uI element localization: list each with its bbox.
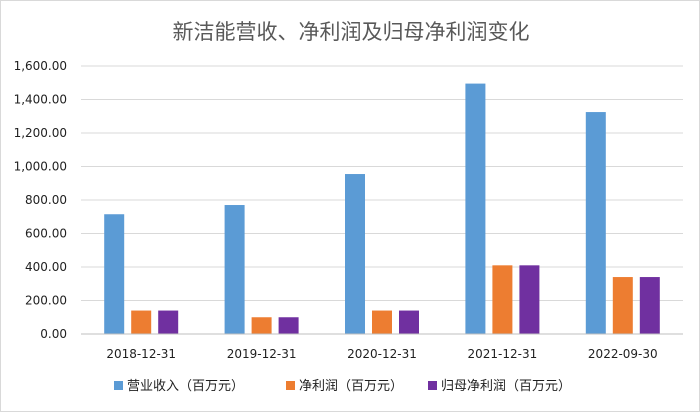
x-category-label: 2019-12-31 — [227, 347, 297, 361]
bar-series-2-2022-09-30 — [639, 277, 660, 334]
gridlines — [81, 65, 683, 301]
legend: 营业收入（百万元） 净利润（百万元） 归母净利润（百万元） — [114, 379, 571, 394]
bars — [104, 83, 660, 335]
y-tick-label: 400.00 — [25, 260, 67, 274]
bar-series-1-2022-09-30 — [612, 277, 633, 334]
legend-label-2: 归母净利润（百万元） — [441, 379, 571, 394]
chart-title: 新洁能营收、净利润及归母净利润变化 — [173, 20, 530, 44]
y-tick-label: 800.00 — [25, 193, 67, 207]
legend-swatch-1 — [286, 381, 295, 390]
bar-series-2-2018-12-31 — [158, 310, 179, 334]
x-category-label: 2020-12-31 — [347, 347, 417, 361]
y-axis-ticks: 0.00 200.00 400.00 600.00 800.00 1,000.00 1,20… — [14, 59, 67, 341]
bar-series-1-2018-12-31 — [131, 310, 152, 334]
legend-label-1: 净利润（百万元） — [299, 379, 403, 394]
y-tick-label: 1,400.00 — [14, 93, 67, 107]
bar-series-1-2020-12-31 — [372, 310, 392, 334]
bar-series-0-2020-12-31 — [345, 174, 365, 334]
bar-series-0-2019-12-31 — [224, 205, 245, 334]
x-category-label: 2021-12-31 — [468, 347, 538, 361]
y-tick-label: 1,600.00 — [14, 59, 67, 73]
y-tick-label: 1,000.00 — [14, 160, 67, 174]
x-axis-categories: 2018-12-31 2019-12-31 2020-12-31 2021-12-31… — [106, 347, 657, 361]
y-tick-label: 200.00 — [25, 294, 67, 308]
bar-series-1-2019-12-31 — [251, 317, 272, 334]
bar-series-2-2021-12-31 — [519, 265, 540, 334]
bar-series-1-2021-12-31 — [492, 265, 513, 334]
legend-label-0: 营业收入（百万元） — [127, 379, 244, 394]
y-tick-label: 600.00 — [25, 227, 67, 241]
legend-swatch-0 — [114, 381, 123, 390]
x-category-label: 2018-12-31 — [106, 347, 176, 361]
bar-series-0-2021-12-31 — [465, 83, 486, 335]
legend-swatch-2 — [428, 381, 437, 390]
bar-series-0-2018-12-31 — [104, 214, 125, 334]
y-tick-label: 1,200.00 — [14, 126, 67, 140]
y-tick-label: 0.00 — [40, 327, 67, 341]
bar-series-2-2019-12-31 — [278, 317, 299, 334]
x-category-label: 2022-09-30 — [588, 347, 658, 361]
bar-series-0-2022-09-30 — [585, 112, 606, 334]
bar-series-2-2020-12-31 — [399, 310, 419, 334]
